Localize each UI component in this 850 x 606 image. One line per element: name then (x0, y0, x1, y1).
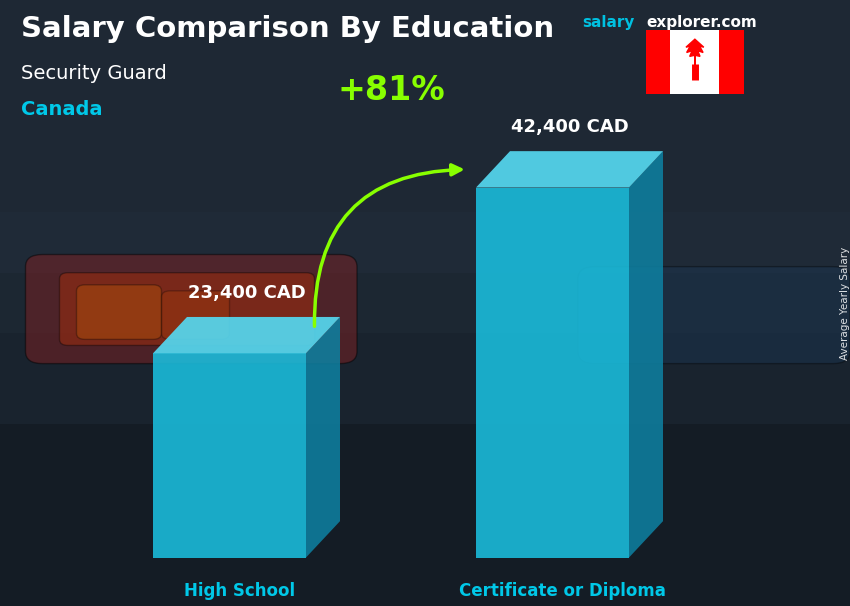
FancyArrowPatch shape (314, 165, 461, 326)
Text: Average Yearly Salary: Average Yearly Salary (840, 247, 850, 359)
Polygon shape (153, 353, 306, 558)
Text: salary: salary (582, 15, 635, 30)
Bar (719, 30, 744, 94)
Text: Canada: Canada (21, 100, 103, 119)
Bar (0, 212, 850, 424)
Text: Salary Comparison By Education: Salary Comparison By Education (21, 15, 554, 43)
Text: explorer.com: explorer.com (646, 15, 756, 30)
FancyBboxPatch shape (162, 291, 230, 339)
Polygon shape (153, 317, 340, 353)
Polygon shape (306, 317, 340, 558)
Polygon shape (476, 187, 629, 558)
Text: +81%: +81% (337, 74, 445, 107)
FancyBboxPatch shape (60, 273, 314, 345)
Polygon shape (686, 39, 704, 69)
Polygon shape (629, 151, 663, 558)
FancyBboxPatch shape (578, 267, 850, 364)
Text: High School: High School (184, 582, 295, 600)
Text: 42,400 CAD: 42,400 CAD (511, 118, 628, 136)
Text: Security Guard: Security Guard (21, 64, 167, 82)
Bar (0, 333, 850, 606)
Bar (671, 30, 719, 94)
Text: 23,400 CAD: 23,400 CAD (188, 284, 305, 302)
FancyBboxPatch shape (76, 285, 162, 339)
FancyBboxPatch shape (26, 255, 357, 364)
Text: Certificate or Diploma: Certificate or Diploma (459, 582, 666, 600)
Bar (0, 0, 850, 273)
Bar (646, 30, 671, 94)
Polygon shape (476, 151, 663, 187)
